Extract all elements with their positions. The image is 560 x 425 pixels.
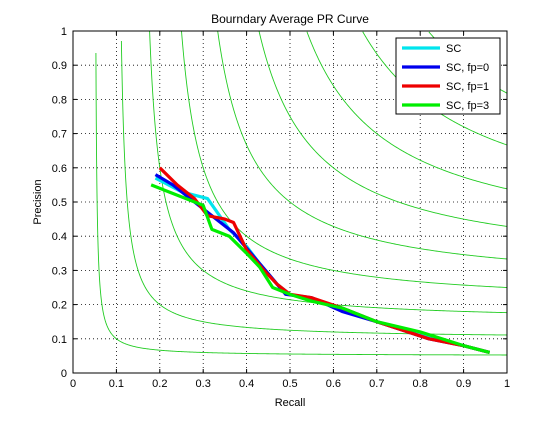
- series-layer: [150, 166, 491, 355]
- iso-f-curve: [258, 31, 508, 227]
- legend-label-3: SC, fp=1: [446, 81, 489, 93]
- grid-layer: [73, 31, 507, 373]
- chart-title: Bourndary Average PR Curve: [211, 12, 369, 26]
- y-tick-label: 0.2: [52, 300, 67, 312]
- y-tick-label: 0.5: [52, 197, 67, 209]
- tick-layer: 0 0.1 0.2 0.3 0.4 0.5 0.6 0.7 0.8 0.9 1 0 0.1 0.2 0.3 0…: [52, 26, 510, 390]
- x-tick-label: 0.7: [369, 378, 384, 390]
- legend-label-2: SC, fp=0: [446, 62, 489, 74]
- y-tick-label: 0.8: [52, 94, 67, 106]
- legend-box: [395, 37, 501, 115]
- legend-label-1: SC: [446, 43, 461, 55]
- x-tick-label: 0.9: [456, 378, 471, 390]
- y-axis-label: Precision: [32, 179, 44, 224]
- iso-f-curve: [217, 31, 508, 260]
- legend-items: SC SC, fp=0 SC, fp=1 SC, fp=3: [402, 43, 489, 112]
- iso-f-curves: [95, 31, 508, 356]
- x-tick-label: 0.3: [196, 378, 211, 390]
- iso-f-curve: [306, 31, 508, 190]
- x-tick-label: 0.4: [239, 378, 254, 390]
- series-line-4: [150, 183, 491, 355]
- iso-f-curve: [120, 40, 508, 336]
- legend: SC SC, fp=0 SC, fp=1 SC, fp=3: [395, 37, 501, 115]
- y-tick-label: 0: [61, 368, 67, 380]
- y-tick-label: 0.3: [52, 265, 67, 277]
- series-line-3: [158, 166, 491, 355]
- y-tick-label: 0.6: [52, 163, 67, 175]
- y-tick-label: 0.7: [52, 129, 67, 141]
- x-tick-label: 1: [504, 378, 510, 390]
- iso-f-curve: [181, 31, 508, 288]
- x-tick-label: 0: [70, 378, 76, 390]
- legend-label-4: SC, fp=3: [446, 100, 489, 112]
- x-tick-label: 0.1: [109, 378, 124, 390]
- y-tick-label: 0.1: [52, 334, 67, 346]
- y-tick-label: 1: [61, 26, 67, 38]
- x-tick-label: 0.5: [282, 378, 297, 390]
- y-tick-label: 0.9: [52, 60, 67, 72]
- y-tick-label: 0.4: [52, 231, 67, 243]
- iso-f-curve: [95, 52, 507, 356]
- x-tick-label: 0.6: [326, 378, 341, 390]
- x-axis-label: Recall: [275, 397, 306, 409]
- x-tick-label: 0.8: [413, 378, 428, 390]
- iso-f-curve: [149, 31, 508, 314]
- x-tick-label: 0.2: [152, 378, 167, 390]
